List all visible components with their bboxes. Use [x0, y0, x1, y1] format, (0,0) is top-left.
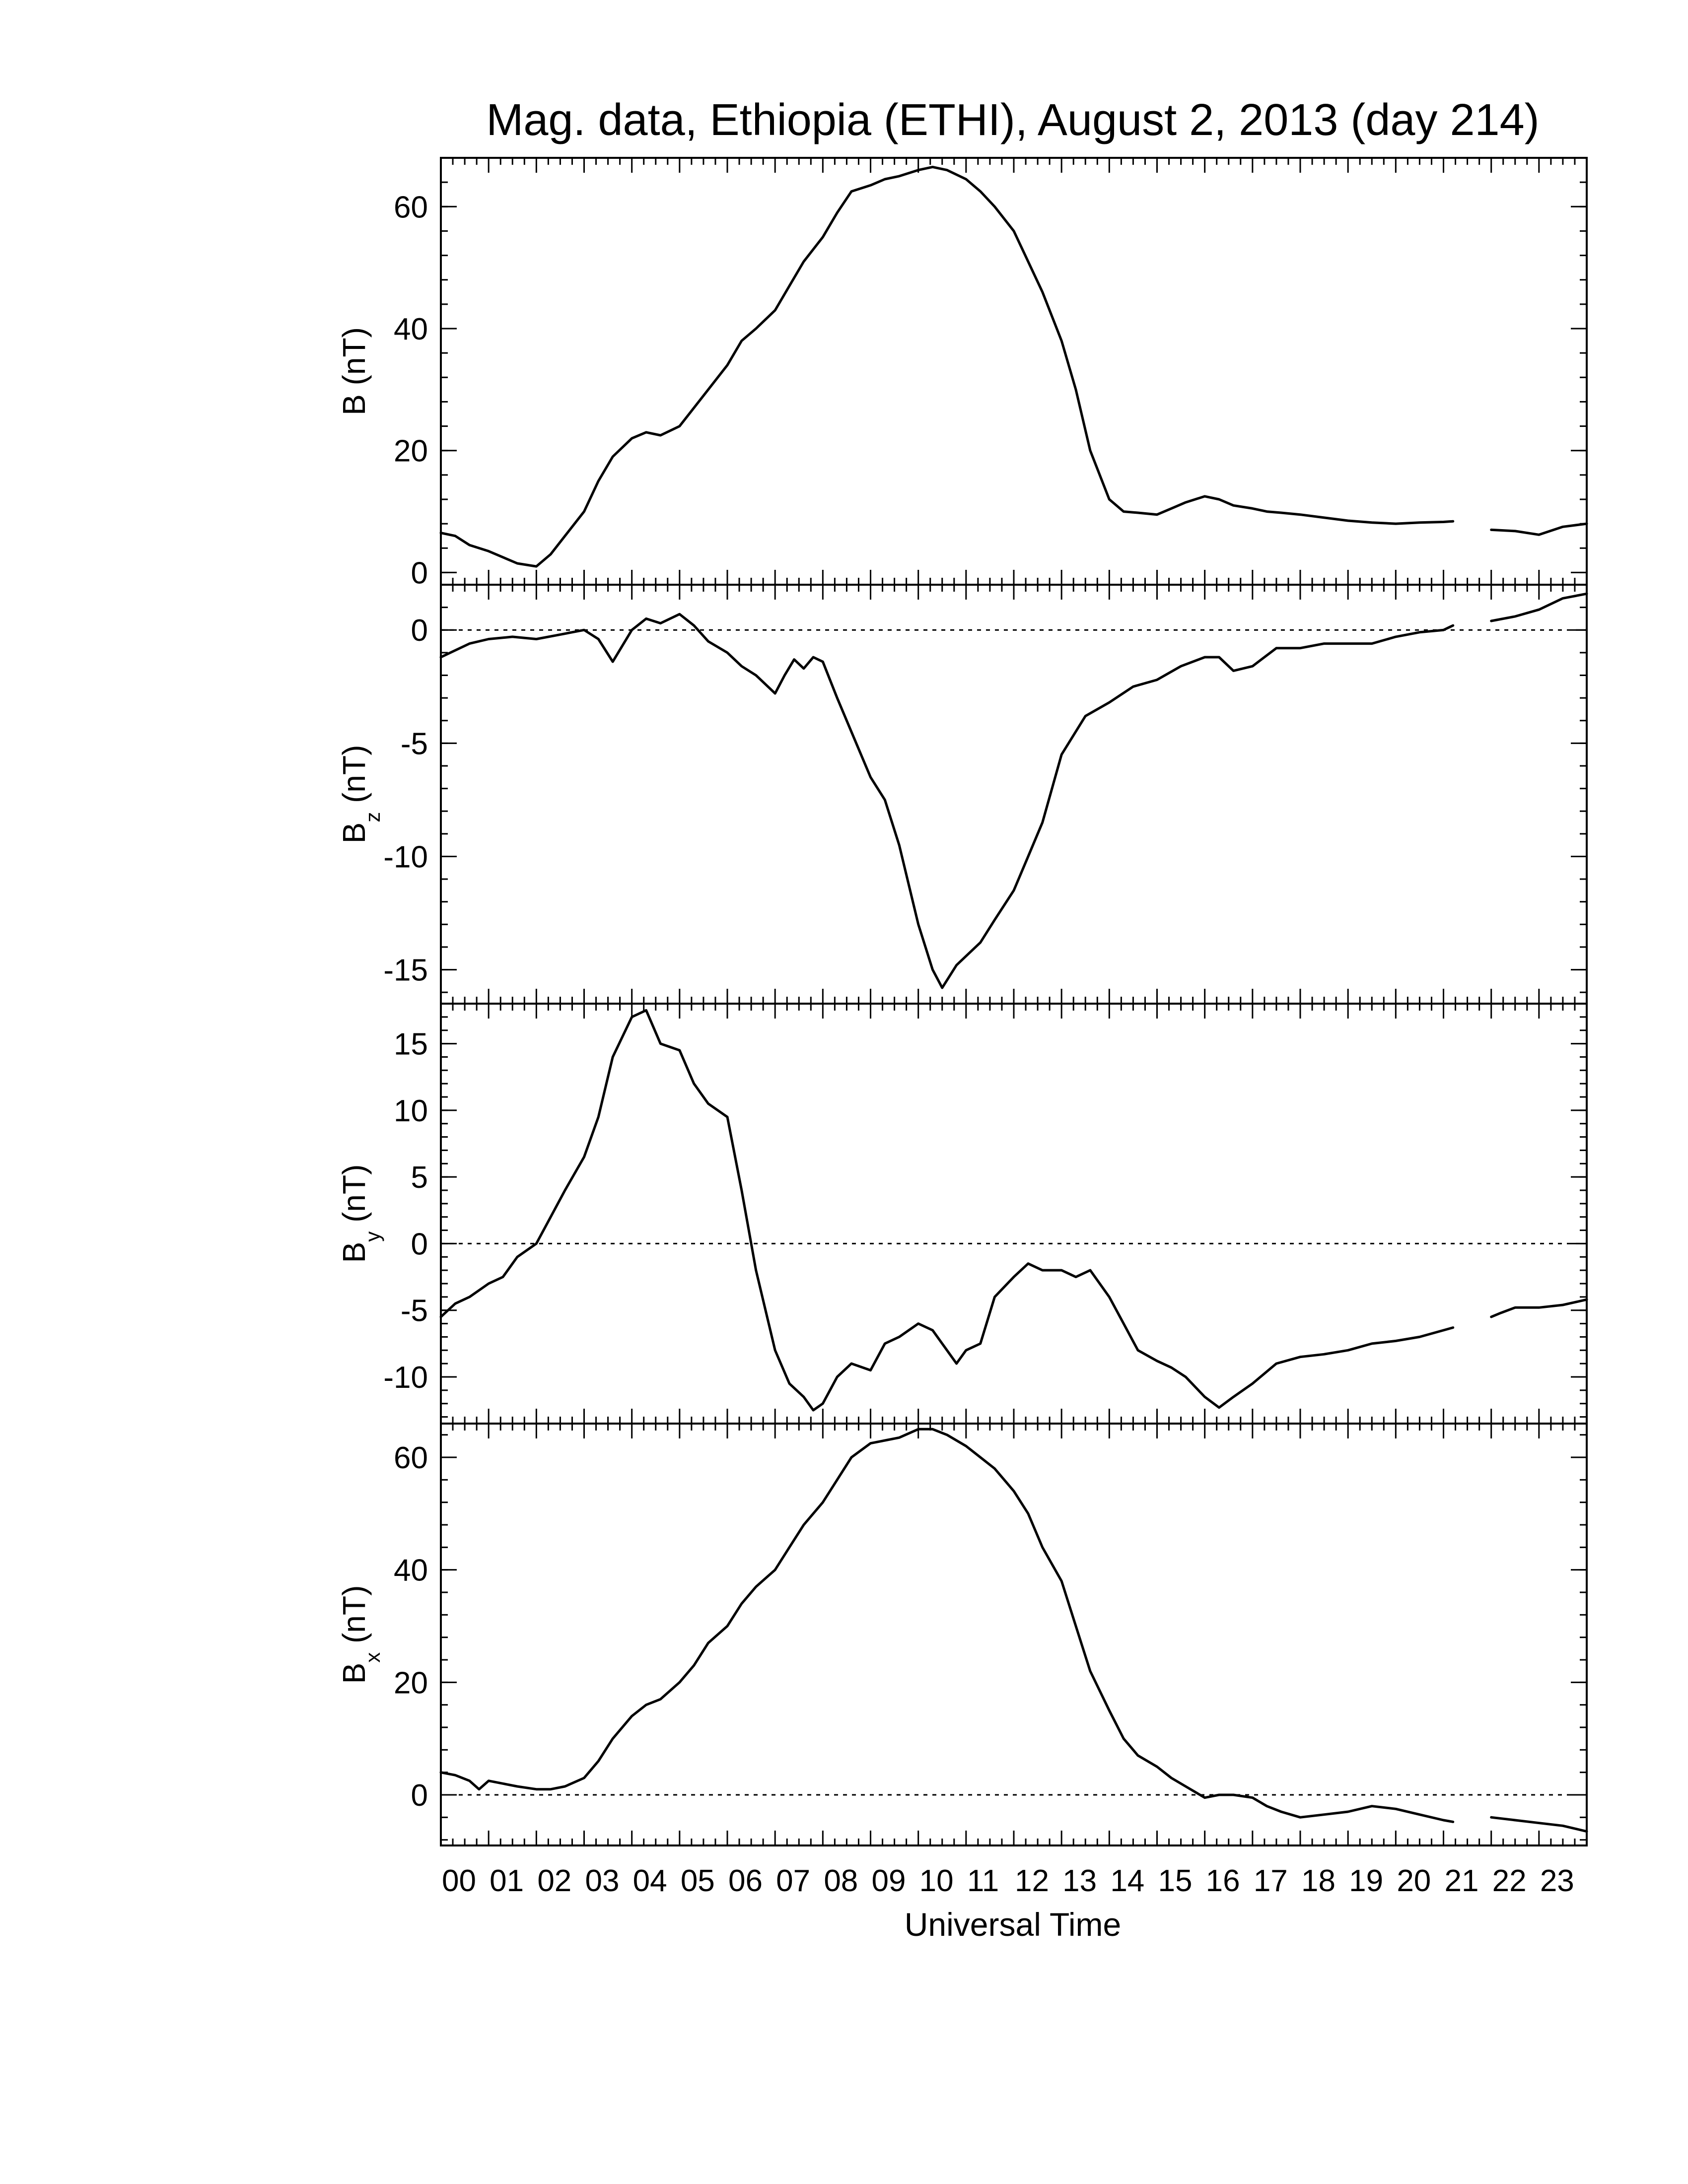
y-axis-label: Bx (nT) — [336, 1585, 384, 1684]
y-tick-label: 20 — [394, 1666, 428, 1700]
x-tick-label: 17 — [1254, 1864, 1288, 1898]
y-tick-label: -5 — [401, 1294, 428, 1328]
series-bx-segment-2 — [1490, 1816, 1588, 1833]
series-by-segment-1 — [439, 1009, 1455, 1412]
x-axis-label: Universal Time — [905, 1906, 1121, 1943]
x-tick-label: 19 — [1349, 1864, 1383, 1898]
panel-b: 0 20 40 60 B (nT) — [336, 157, 1588, 590]
x-tick-label: 16 — [1206, 1864, 1240, 1898]
y-axis-label-base: B — [336, 1242, 372, 1263]
x-tick-label: 03 — [585, 1864, 620, 1898]
x-tick-label: 04 — [633, 1864, 667, 1898]
y-tick-label: 60 — [394, 190, 428, 224]
series-bz-segment-2 — [1490, 592, 1588, 622]
y-axis-label-subscript: y — [361, 1231, 384, 1242]
x-tick-label: 10 — [919, 1864, 954, 1898]
y-axis-label-unit: (nT) — [336, 745, 372, 812]
x-tick-label: 01 — [490, 1864, 524, 1898]
x-tick-label: 06 — [728, 1864, 763, 1898]
y-tick-label: 10 — [394, 1094, 428, 1128]
panel-by: -10 -5 0 5 10 15 By (nT) — [336, 1003, 1588, 1425]
x-tick-label: 02 — [537, 1864, 571, 1898]
y-tick-label: 0 — [411, 556, 428, 590]
y-axis-label: Bz (nT) — [336, 745, 384, 844]
y-axis-label-subscript: z — [361, 812, 384, 822]
y-tick-label: 0 — [411, 1778, 428, 1813]
y-tick-label: 40 — [394, 1554, 428, 1588]
series-bx-segment-1 — [439, 1428, 1455, 1823]
y-tick-label: 60 — [394, 1441, 428, 1475]
x-tick-label: 22 — [1492, 1864, 1527, 1898]
y-axis-label-unit: (nT) — [336, 327, 372, 394]
x-tick-label: 00 — [442, 1864, 476, 1898]
y-axis-label: B (nT) — [336, 327, 372, 415]
y-tick-label: 0 — [411, 1227, 428, 1261]
x-tick-label: 14 — [1110, 1864, 1144, 1898]
y-axis-label-unit: (nT) — [336, 1585, 372, 1652]
x-tick-label: 20 — [1397, 1864, 1431, 1898]
x-tick-label: 07 — [776, 1864, 810, 1898]
y-axis-label-unit: (nT) — [336, 1164, 372, 1231]
panel-bx: 0 20 40 60 Bx (nT) — [336, 1423, 1588, 1846]
y-tick-label: 0 — [411, 614, 428, 648]
series-by-segment-2 — [1490, 1298, 1588, 1318]
y-tick-label: -15 — [383, 954, 428, 988]
y-tick-label: 20 — [394, 434, 428, 469]
chart-title: Mag. data, Ethiopia (ETHI), August 2, 20… — [486, 95, 1539, 145]
x-tick-label: 15 — [1158, 1864, 1193, 1898]
x-tick-label: 11 — [967, 1864, 999, 1898]
y-tick-label: -10 — [383, 840, 428, 874]
series-bz-segment-1 — [439, 613, 1455, 989]
y-tick-label: 5 — [411, 1160, 428, 1195]
x-tick-label: 12 — [1015, 1864, 1049, 1898]
y-tick-label: 15 — [394, 1027, 428, 1062]
x-tick-label: 09 — [872, 1864, 906, 1898]
y-axis-label-base: B — [336, 1663, 372, 1684]
y-axis-label-base: B — [336, 822, 372, 844]
x-axis: 00 01 02 03 04 05 06 07 08 09 10 11 12 13 14 15 16 17 18 19… — [442, 1864, 1574, 1898]
x-tick-label: 05 — [681, 1864, 715, 1898]
y-axis-label: By (nT) — [336, 1164, 384, 1263]
y-axis-label-subscript: x — [361, 1652, 384, 1663]
y-axis-label-base: B — [336, 394, 372, 415]
x-tick-label: 23 — [1540, 1864, 1574, 1898]
x-tick-label: 08 — [824, 1864, 858, 1898]
y-tick-label: -5 — [401, 727, 428, 761]
x-tick-label: 18 — [1301, 1864, 1336, 1898]
y-tick-label: 40 — [394, 312, 428, 346]
series-b-segment-2 — [1490, 522, 1588, 536]
y-tick-label: -10 — [383, 1361, 428, 1395]
series-b-segment-1 — [439, 165, 1455, 568]
x-tick-label: 21 — [1445, 1864, 1479, 1898]
x-tick-label: 13 — [1062, 1864, 1097, 1898]
